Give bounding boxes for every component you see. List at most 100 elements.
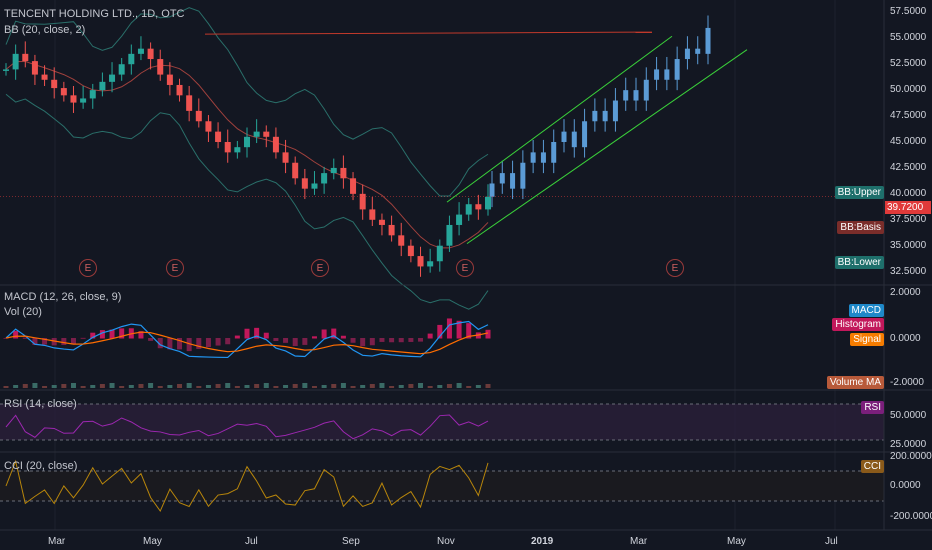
candle-body: [89, 90, 96, 99]
candle-body: [186, 95, 193, 111]
volume-bar: [51, 385, 57, 388]
macd-histogram-bar: [148, 338, 154, 341]
projection-body: [684, 48, 690, 60]
macd-histogram-bar: [3, 338, 9, 339]
macd-histogram-bar: [167, 338, 173, 350]
price-tick: 47.5000: [890, 110, 927, 122]
candle-body: [321, 173, 328, 184]
volume-bar: [418, 383, 424, 388]
volume-bar: [321, 385, 327, 388]
candle-body: [436, 245, 443, 262]
price-tick: 55.0000: [890, 32, 927, 44]
volume-bar: [427, 386, 433, 388]
projection-body: [530, 152, 536, 163]
volume-bar: [90, 385, 96, 388]
volume-bar: [244, 385, 250, 388]
cci-legend[interactable]: CCI (20, close): [4, 460, 78, 472]
volume-bar: [360, 385, 366, 388]
symbol-title[interactable]: TENCENT HOLDING LTD., 1D, OTC: [4, 8, 185, 20]
cci-tick-2: -200.0000: [890, 511, 932, 522]
candle-body: [359, 193, 366, 210]
rsi-band: [0, 404, 884, 440]
candle-body: [301, 178, 308, 189]
macd-histogram-bar: [379, 338, 385, 342]
rsi-tick-0: 50.0000: [890, 410, 927, 421]
macd-histogram-bar: [157, 338, 163, 349]
macd-histogram-bar: [99, 330, 105, 339]
volume-bar: [302, 383, 308, 388]
macd-histogram-bar: [311, 336, 317, 339]
candle-body: [446, 224, 453, 246]
candle-body: [398, 235, 405, 246]
volume-bar: [109, 383, 115, 388]
candle-body: [465, 204, 472, 215]
price-tick: 40.0000: [890, 187, 927, 199]
histogram-tag: Histogram: [832, 318, 884, 331]
macd-histogram-bar: [418, 338, 424, 342]
candle-body: [3, 69, 9, 71]
macd-line: [5, 320, 489, 359]
bb-basis-tag: BB:Basis: [837, 221, 884, 234]
vol-legend[interactable]: Vol (20): [4, 306, 42, 318]
candle-body: [109, 74, 116, 82]
price-tick: 45.0000: [890, 136, 927, 147]
bb-legend[interactable]: BB (20, close, 2): [4, 24, 86, 36]
candle-body: [282, 152, 289, 163]
candle-body: [41, 74, 48, 80]
candle-body: [407, 245, 414, 257]
time-tick-may-2019: May: [727, 536, 746, 547]
macd-histogram-bar: [225, 338, 231, 345]
macd-legend[interactable]: MACD (12, 26, close, 9): [4, 291, 122, 303]
volume-bar: [119, 386, 125, 388]
cci-band: [0, 471, 884, 501]
rsi-pane: [0, 403, 884, 441]
candle-body: [253, 131, 260, 137]
earnings-marker[interactable]: E: [166, 259, 184, 277]
candle-body: [70, 95, 77, 103]
macd-histogram-bar: [234, 335, 240, 339]
projection-body: [510, 173, 516, 189]
volume-bar: [32, 383, 38, 388]
earnings-marker[interactable]: E: [79, 259, 97, 277]
volume-bar: [475, 385, 481, 388]
earnings-marker[interactable]: E: [666, 259, 684, 277]
macd-histogram-bar: [80, 337, 86, 339]
macd-histogram-bar: [350, 338, 356, 343]
macd-tick-2: -2.0000: [890, 377, 924, 388]
projection-body: [654, 69, 660, 80]
volume-bar: [408, 384, 414, 388]
macd-histogram-bar: [283, 338, 289, 343]
macd-histogram-bar: [215, 338, 221, 346]
candle-body: [272, 136, 279, 153]
macd-histogram-bar: [340, 335, 346, 339]
projection-body: [633, 90, 639, 101]
volume-ma-tag: Volume MA: [826, 376, 884, 389]
candle-body: [330, 167, 337, 174]
volume-bar: [446, 384, 452, 388]
cci-tick-0: 200.0000: [890, 451, 932, 462]
time-tick-jul-2019: Jul: [825, 536, 838, 547]
earnings-marker[interactable]: E: [311, 259, 329, 277]
macd-histogram-bar: [446, 318, 452, 339]
earnings-marker[interactable]: E: [456, 259, 474, 277]
macd-histogram-bar: [398, 338, 404, 343]
volume-bar: [379, 383, 385, 388]
candle-body: [244, 136, 250, 148]
projection-body: [664, 69, 670, 80]
rsi-legend[interactable]: RSI (14, close): [4, 398, 77, 410]
macd-histogram-bar: [13, 330, 19, 339]
projection-body: [571, 131, 577, 148]
volume-bar: [128, 385, 134, 388]
volume-bar: [398, 385, 404, 388]
bb-lower-tag: BB:Lower: [834, 256, 884, 269]
projection-body: [499, 173, 505, 184]
candle-body: [475, 204, 482, 210]
volume-bar: [225, 383, 231, 388]
candle-body: [456, 214, 463, 225]
volume-bar: [437, 385, 443, 388]
bb-lower-line: [5, 93, 489, 310]
volume-bar: [205, 385, 211, 388]
candle-body: [205, 121, 212, 132]
projection-body: [602, 110, 608, 122]
signal-line: [5, 331, 489, 355]
